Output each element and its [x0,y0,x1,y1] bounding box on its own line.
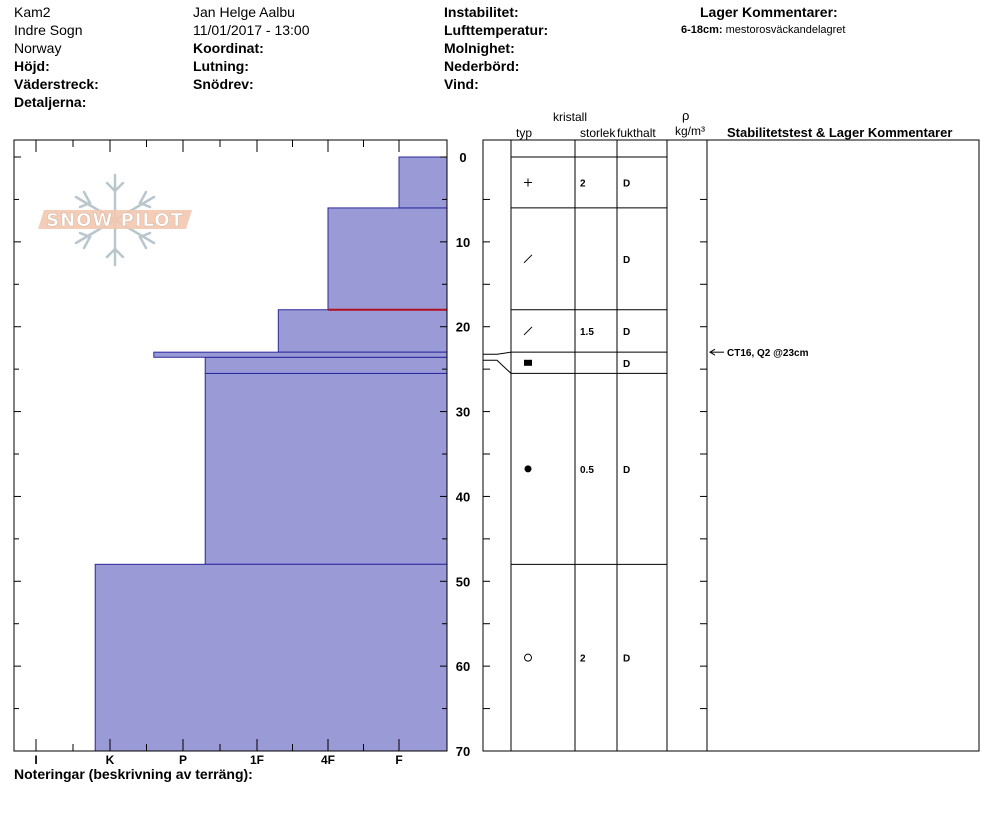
layer-comments-title: Lager Kommentarer: [700,4,838,20]
observation-datetime: 11/01/2017 - 13:00 [193,22,310,38]
type-header: typ [516,126,533,140]
region-name: Indre Sogn [14,22,83,38]
depth-tick-label: 40 [456,489,470,504]
hardness-tick-label: F [395,753,402,767]
hardness-layer-bar [153,351,448,358]
decomposing-fragment-icon [523,326,533,336]
logo-banner [38,210,192,229]
depth-tick-label: 0 [459,150,466,165]
depth-axis: 0 10 20 30 40 50 60 70 [456,150,470,759]
hardness-layer-bar [277,309,448,353]
elevation-label: Höjd: [14,58,50,74]
hardness-tick-label: P [179,753,187,767]
stability-tests: CT16, Q2 @23cm [709,348,809,359]
coordinate-label: Koordinat: [193,40,264,56]
moisture-value: D [623,465,630,476]
density-symbol: ρ [682,108,690,123]
logo-text: SNOW PILOT [46,210,184,231]
hardness-layer-bar [204,356,448,374]
air-temperature-label: Lufttemperatur: [444,22,549,38]
instability-label: Instabilitet: [444,4,519,20]
depth-tick-label: 70 [456,744,470,759]
grain-size-value: 1.5 [580,327,594,338]
grain-size-value: 2 [580,654,586,665]
aspect-label: Väderstreck: [14,76,99,92]
depth-tick-label: 20 [456,320,470,335]
stability-header: Stabilitetstest & Lager Kommentarer [727,125,953,140]
country-name: Norway [14,40,62,56]
hardness-axis: I K P 1F 4F F [34,753,402,767]
profile-ticks [14,140,447,752]
depth-tick-label: 60 [456,659,470,674]
grain-size-value: 2 [580,178,586,189]
depth-tick-label: 30 [456,405,470,420]
layer-connector [483,351,512,355]
precipitation-particle-icon [524,178,532,187]
moisture-value: D [623,359,630,370]
cloud-cover-label: Molnighet: [444,40,515,56]
moisture-value: D [623,178,630,189]
density-unit: kg/m³ [675,124,705,138]
precipitation-label: Nederbörd: [444,58,520,74]
decomposing-fragment-icon [523,254,533,264]
wind-label: Vind: [444,76,479,92]
crystal-header: kristall [553,110,588,124]
hardness-tick-label: I [34,753,37,767]
moisture-value: D [623,327,630,338]
moisture-header: fukthalt [617,126,656,140]
blowing-snow-label: Snödrev: [193,76,254,92]
hardness-layers [94,156,448,752]
grain-size-value: 0.5 [580,465,594,476]
faceted-crystal-icon [524,359,532,366]
layer-table-frame [482,139,980,752]
notes-label: Noteringar (beskrivning av terräng): [14,766,253,782]
profile-frame [13,139,448,752]
hardness-layer-bar [327,207,448,311]
layer-comment-text: mestorosväckandelagret [725,24,846,36]
arrow-head-icon [709,348,716,356]
site-name: Kam2 [14,4,51,20]
layer-table-rows: 2 D D 1.5 D D 0.5 D 2 D [483,156,707,710]
layer-comment-depth: 6-18cm: [681,24,723,36]
depth-tick-label: 10 [456,235,470,250]
hardness-tick-label: 4F [321,753,335,767]
moisture-value: D [623,654,630,665]
hardness-layer-bar [94,563,448,752]
hardness-layer-bar [204,372,448,565]
layer-comment: 6-18cm: mestorosväckandelagret [681,24,845,36]
hardness-layer-bar [398,156,448,209]
size-header: storlek [580,126,616,140]
hardness-tick-label: 1F [250,753,264,767]
observer-name: Jan Helge Aalbu [193,4,295,20]
snowpilot-logo: SNOW PILOT [38,173,192,267]
hardness-tick-label: K [106,753,115,767]
depth-tick-label: 50 [456,574,470,589]
details-label: Detaljerna: [14,94,87,110]
stability-test-label: CT16, Q2 @23cm [727,348,809,359]
melt-form-icon [524,653,532,662]
moisture-value: D [623,255,630,266]
rounded-grain-icon [524,465,532,473]
slope-label: Lutning: [193,58,249,74]
layer-connector [483,359,512,374]
